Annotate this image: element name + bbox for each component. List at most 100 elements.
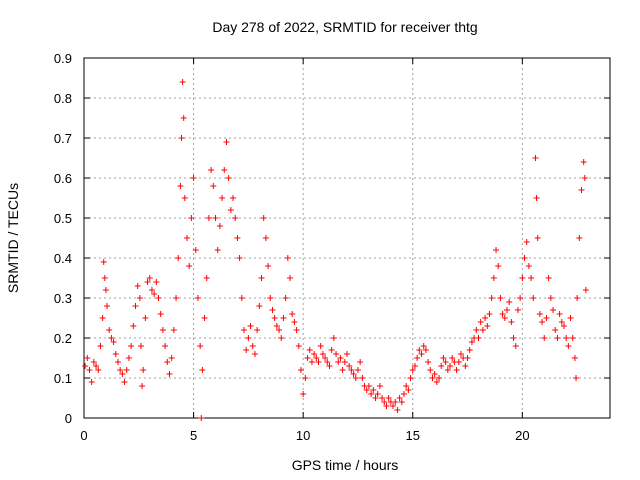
data-point bbox=[521, 255, 528, 261]
data-point bbox=[110, 339, 117, 345]
data-point bbox=[166, 371, 173, 377]
data-point bbox=[541, 335, 548, 341]
data-point bbox=[198, 415, 205, 421]
data-point bbox=[567, 315, 574, 321]
data-point bbox=[574, 295, 581, 301]
data-point bbox=[157, 311, 164, 317]
y-tick-label: 0.7 bbox=[54, 131, 72, 146]
data-point bbox=[333, 351, 340, 357]
data-point bbox=[180, 115, 187, 121]
data-point bbox=[440, 355, 447, 361]
data-point bbox=[563, 335, 570, 341]
data-point bbox=[523, 239, 530, 245]
axis-ticks bbox=[83, 57, 610, 419]
data-point bbox=[308, 359, 315, 365]
data-point bbox=[444, 367, 451, 373]
data-point bbox=[455, 359, 462, 365]
data-point bbox=[225, 175, 232, 181]
data-point bbox=[112, 351, 119, 357]
data-point bbox=[186, 263, 193, 269]
data-point bbox=[144, 279, 151, 285]
data-point bbox=[508, 319, 515, 325]
data-point bbox=[414, 355, 421, 361]
data-point bbox=[114, 359, 121, 365]
data-point bbox=[136, 295, 143, 301]
data-point bbox=[543, 315, 550, 321]
data-point bbox=[249, 343, 256, 349]
data-point bbox=[148, 287, 155, 293]
data-point bbox=[488, 295, 495, 301]
data-point bbox=[539, 319, 546, 325]
tick-labels: 0 0.1 0.2 0.3 0.4 0.5 0.6 0.7 0.8 0.9 0 5 10 15 20 bbox=[54, 51, 530, 443]
data-point bbox=[365, 383, 372, 389]
data-point bbox=[420, 343, 427, 349]
data-point bbox=[201, 315, 208, 321]
data-point bbox=[132, 303, 139, 309]
data-point bbox=[545, 275, 552, 281]
data-point bbox=[363, 387, 370, 393]
plot-frame bbox=[83, 57, 611, 419]
data-point bbox=[151, 291, 158, 297]
data-point bbox=[173, 295, 180, 301]
data-point bbox=[245, 335, 252, 341]
data-point bbox=[422, 347, 429, 353]
data-point bbox=[306, 347, 313, 353]
data-point bbox=[533, 195, 540, 201]
data-point bbox=[383, 403, 390, 409]
data-point bbox=[267, 295, 274, 301]
data-point bbox=[230, 195, 237, 201]
data-point bbox=[370, 387, 377, 393]
data-point bbox=[273, 323, 280, 329]
data-point bbox=[346, 363, 353, 369]
data-point bbox=[499, 311, 506, 317]
data-point bbox=[442, 359, 449, 365]
data-point bbox=[108, 335, 115, 341]
data-point bbox=[234, 235, 241, 241]
data-point bbox=[581, 175, 588, 181]
data-point bbox=[409, 367, 416, 373]
data-point bbox=[359, 375, 366, 381]
data-point bbox=[341, 359, 348, 365]
data-point bbox=[464, 355, 471, 361]
data-point bbox=[335, 359, 342, 365]
data-point bbox=[139, 383, 146, 389]
data-point bbox=[398, 399, 405, 405]
data-point bbox=[427, 367, 434, 373]
data-point bbox=[326, 363, 333, 369]
data-point bbox=[357, 359, 364, 365]
data-point bbox=[300, 391, 307, 397]
data-point bbox=[525, 263, 532, 269]
data-point bbox=[304, 355, 311, 361]
data-point bbox=[123, 367, 130, 373]
data-point bbox=[576, 235, 583, 241]
data-point bbox=[179, 79, 186, 85]
y-tick-label: 0.3 bbox=[54, 291, 72, 306]
data-point bbox=[479, 327, 486, 333]
data-point bbox=[554, 335, 561, 341]
data-points bbox=[82, 79, 589, 421]
data-point bbox=[192, 247, 199, 253]
data-point bbox=[168, 355, 175, 361]
data-point bbox=[372, 395, 379, 401]
x-tick-label: 10 bbox=[296, 428, 310, 443]
data-point bbox=[216, 223, 223, 229]
data-point bbox=[221, 167, 228, 173]
data-point bbox=[184, 235, 191, 241]
data-point bbox=[280, 315, 287, 321]
data-point bbox=[466, 347, 473, 353]
data-point bbox=[453, 367, 460, 373]
data-point bbox=[164, 359, 171, 365]
data-point bbox=[416, 347, 423, 353]
data-point bbox=[90, 359, 97, 365]
y-tick-label: 0 bbox=[65, 411, 72, 426]
data-point bbox=[102, 287, 109, 293]
data-point bbox=[142, 315, 149, 321]
y-tick-label: 0.9 bbox=[54, 51, 72, 66]
data-point bbox=[550, 307, 557, 313]
data-point bbox=[278, 335, 285, 341]
data-point bbox=[514, 307, 521, 313]
data-point bbox=[457, 351, 464, 357]
data-point bbox=[571, 355, 578, 361]
data-point bbox=[181, 195, 188, 201]
data-point bbox=[210, 183, 217, 189]
